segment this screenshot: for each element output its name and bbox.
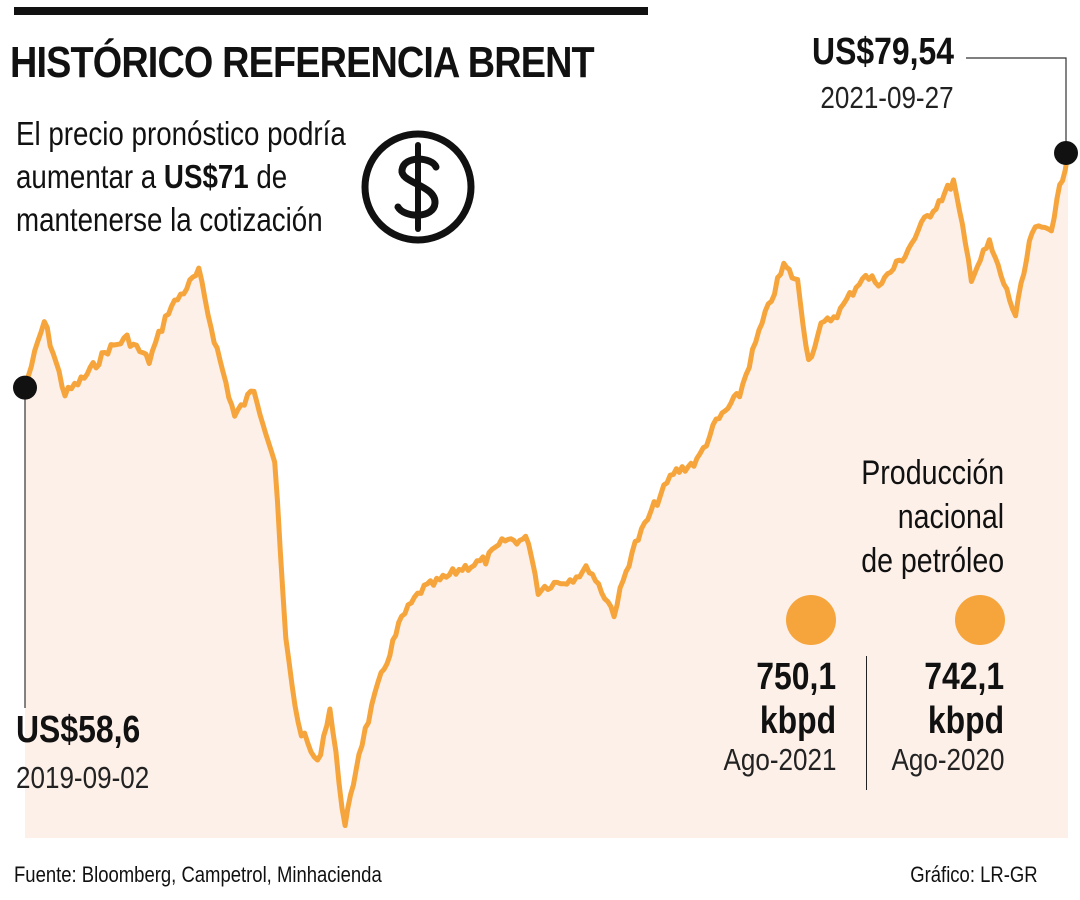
start-price-label: US$58,6 xyxy=(16,709,141,751)
production-divider xyxy=(866,656,867,790)
production-title-line-3: de petróleo xyxy=(861,542,1004,580)
page-title: HISTÓRICO REFERENCIA BRENT xyxy=(10,38,595,87)
end-point-marker xyxy=(1054,141,1078,165)
end-leader-line xyxy=(966,57,1067,153)
subtitle-line-1: El precio pronóstico podría xyxy=(16,115,346,152)
production-date-2020: Ago-2020 xyxy=(891,742,1004,777)
production-date-2021: Ago-2021 xyxy=(723,742,836,777)
production-dot-2020 xyxy=(955,595,1005,645)
dollar-circle-icon xyxy=(361,130,475,244)
subtitle-line-3: mantenerse la cotización xyxy=(16,201,323,238)
subtitle-line-2-post: de xyxy=(248,158,288,195)
production-value-2021: 750,1 kbpd xyxy=(756,655,836,743)
production-value-2020: 742,1 kbpd xyxy=(924,655,1004,743)
start-date-label: 2019-09-02 xyxy=(16,760,150,795)
graphic-credit: Gráfico: LR-GR xyxy=(910,862,1038,887)
price-line xyxy=(22,152,1071,829)
price-area-fill xyxy=(25,153,1068,838)
subtitle-line-2: aumentar a US$71 de xyxy=(16,155,346,198)
production-title: Producción nacional de petróleo xyxy=(861,451,1004,583)
production-value-2020-unit: kbpd xyxy=(927,700,1004,742)
production-value-2021-unit: kbpd xyxy=(759,700,836,742)
production-value-2020-number: 742,1 xyxy=(924,656,1004,698)
end-date-label: 2021-09-27 xyxy=(820,80,954,115)
production-title-line-1: Producción xyxy=(861,454,1004,492)
subtitle-line-2-pre: aumentar a xyxy=(16,158,164,195)
production-title-line-2: nacional xyxy=(897,498,1004,536)
start-point-marker xyxy=(13,375,37,400)
top-rule xyxy=(14,7,648,15)
subtitle: El precio pronóstico podría aumentar a U… xyxy=(16,112,346,241)
production-value-2021-number: 750,1 xyxy=(756,656,836,698)
forecast-price: US$71 xyxy=(163,158,249,195)
production-dot-2021 xyxy=(786,595,836,645)
source-note: Fuente: Bloomberg, Campetrol, Minhaciend… xyxy=(14,862,382,887)
end-price-label: US$79,54 xyxy=(812,31,954,73)
